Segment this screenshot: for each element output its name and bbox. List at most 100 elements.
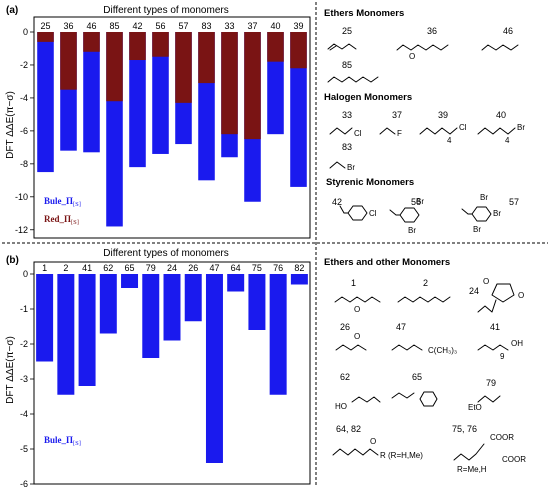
atom-br-56a: Br [416,197,424,206]
o-6482: O [370,437,376,446]
bar-blue-41 [78,274,96,386]
num-79: 79 [486,378,496,388]
legend-b-blue-label: Bule_Π[S] [44,435,81,447]
bar-blue-56 [152,32,169,154]
num-1: 1 [351,278,356,288]
category-label-79: 79 [146,263,156,273]
y-tick-label-0: 0 [23,27,28,37]
structure-75-76 [453,443,485,461]
vinyl-56 [389,209,401,216]
bar-blue-79 [142,274,160,358]
ring-42 [347,205,368,221]
atom-cl-42: Cl [369,209,377,218]
ho-62: HO [335,402,347,411]
r-label: R (R=H,Me) [380,451,423,460]
structure-62 [351,396,381,403]
bar-blue-64 [227,274,245,292]
y-tick-label-0: 0 [23,269,28,279]
y-tick-label--5: -5 [20,444,28,454]
ring-56 [399,207,420,223]
panel-a-label: (a) [6,5,18,16]
structure-33 [329,127,353,135]
structure-36 [396,44,449,51]
num-57: 57 [509,197,519,207]
category-label-42: 42 [132,21,142,31]
halogen-monomers-group: Halogen Monomers 33 Cl 37 F 39 Cl 4 40 B… [324,92,525,172]
chart-a-frame [33,16,311,239]
num-64-82: 64, 82 [336,424,361,434]
num-62: 62 [340,372,350,382]
chain-24 [477,299,497,313]
num-37: 37 [392,110,402,120]
atom-cl-33: Cl [354,129,362,138]
category-label-57: 57 [178,21,188,31]
category-label-46: 46 [86,21,96,31]
num-39: 39 [438,110,448,120]
chart-b-ylabel: DFT ΔΔE(π−σ) [5,336,16,404]
category-label-82: 82 [294,263,304,273]
bar-blue-62 [99,274,117,334]
num-83: 83 [342,142,352,152]
category-label-33: 33 [224,21,234,31]
bar-red-33 [221,32,238,135]
o-26: O [354,332,360,341]
num-42: 42 [332,197,342,207]
o-24a: O [483,277,489,286]
structure-39 [419,127,458,135]
category-label-56: 56 [155,21,165,31]
num-46: 46 [503,26,513,36]
legend-red-label: Red_Π[S] [44,214,79,226]
num-26: 26 [340,322,350,332]
category-label-83: 83 [201,21,211,31]
num-65: 65 [412,372,422,382]
ring-57 [471,206,492,222]
eto-79: EtO [468,403,482,412]
y-tick-label--10: -10 [15,192,28,202]
y-tick-label--6: -6 [20,479,28,488]
num-25: 25 [342,26,352,36]
structure-1 [334,296,381,303]
bar-red-56 [152,32,169,57]
y-tick-label--3: -3 [20,374,28,384]
category-label-47: 47 [209,263,219,273]
sub-4a: 4 [447,136,452,145]
bar-blue-47 [205,274,223,463]
structure-46 [481,44,519,51]
category-label-75: 75 [252,263,262,273]
category-label-25: 25 [40,21,50,31]
chart-b-frame [33,261,311,485]
ring-24 [491,283,515,303]
atom-br-57b: Br [493,209,501,218]
bar-red-46 [83,32,100,52]
structure-2 [397,296,451,303]
styrenic-title: Styrenic Monomers [326,177,414,188]
num-2: 2 [423,278,428,288]
bar-blue-39 [290,32,307,187]
sub-4b: 4 [505,136,510,145]
ring-65 [419,391,438,407]
bar-red-40 [267,32,284,62]
tbu-47: C(CH₃)₃ [428,346,457,355]
structure-25 [327,43,357,50]
num-75-76: 75, 76 [452,424,477,434]
sub-9: 9 [500,352,505,361]
structure-65 [391,392,415,399]
styrenic-monomers-group: Styrenic Monomers 42 Cl 56 Br Br 57 Br B… [326,177,519,235]
atom-br-57c: Br [473,225,481,234]
category-label-85: 85 [109,21,119,31]
ethers-monomers-group: Ethers Monomers 25 36 O 46 85 [324,8,519,83]
chart-a: (a) Different types of monomers DFT ΔΔE(… [5,5,311,239]
num-24: 24 [469,286,479,296]
structure-64-82 [332,448,379,456]
y-tick-label--8: -8 [20,159,28,169]
rme-label: R=Me,H [457,465,487,474]
bar-blue-24 [163,274,181,341]
y-tick-label--6: -6 [20,126,28,136]
y-tick-label--4: -4 [20,409,28,419]
structure-83 [329,161,346,169]
category-label-65: 65 [125,263,135,273]
o-36: O [409,52,415,61]
halogen-title: Halogen Monomers [324,92,412,103]
ethers-title: Ethers Monomers [324,8,404,19]
chart-b: (b) Different types of monomers DFT ΔΔE(… [5,248,311,488]
